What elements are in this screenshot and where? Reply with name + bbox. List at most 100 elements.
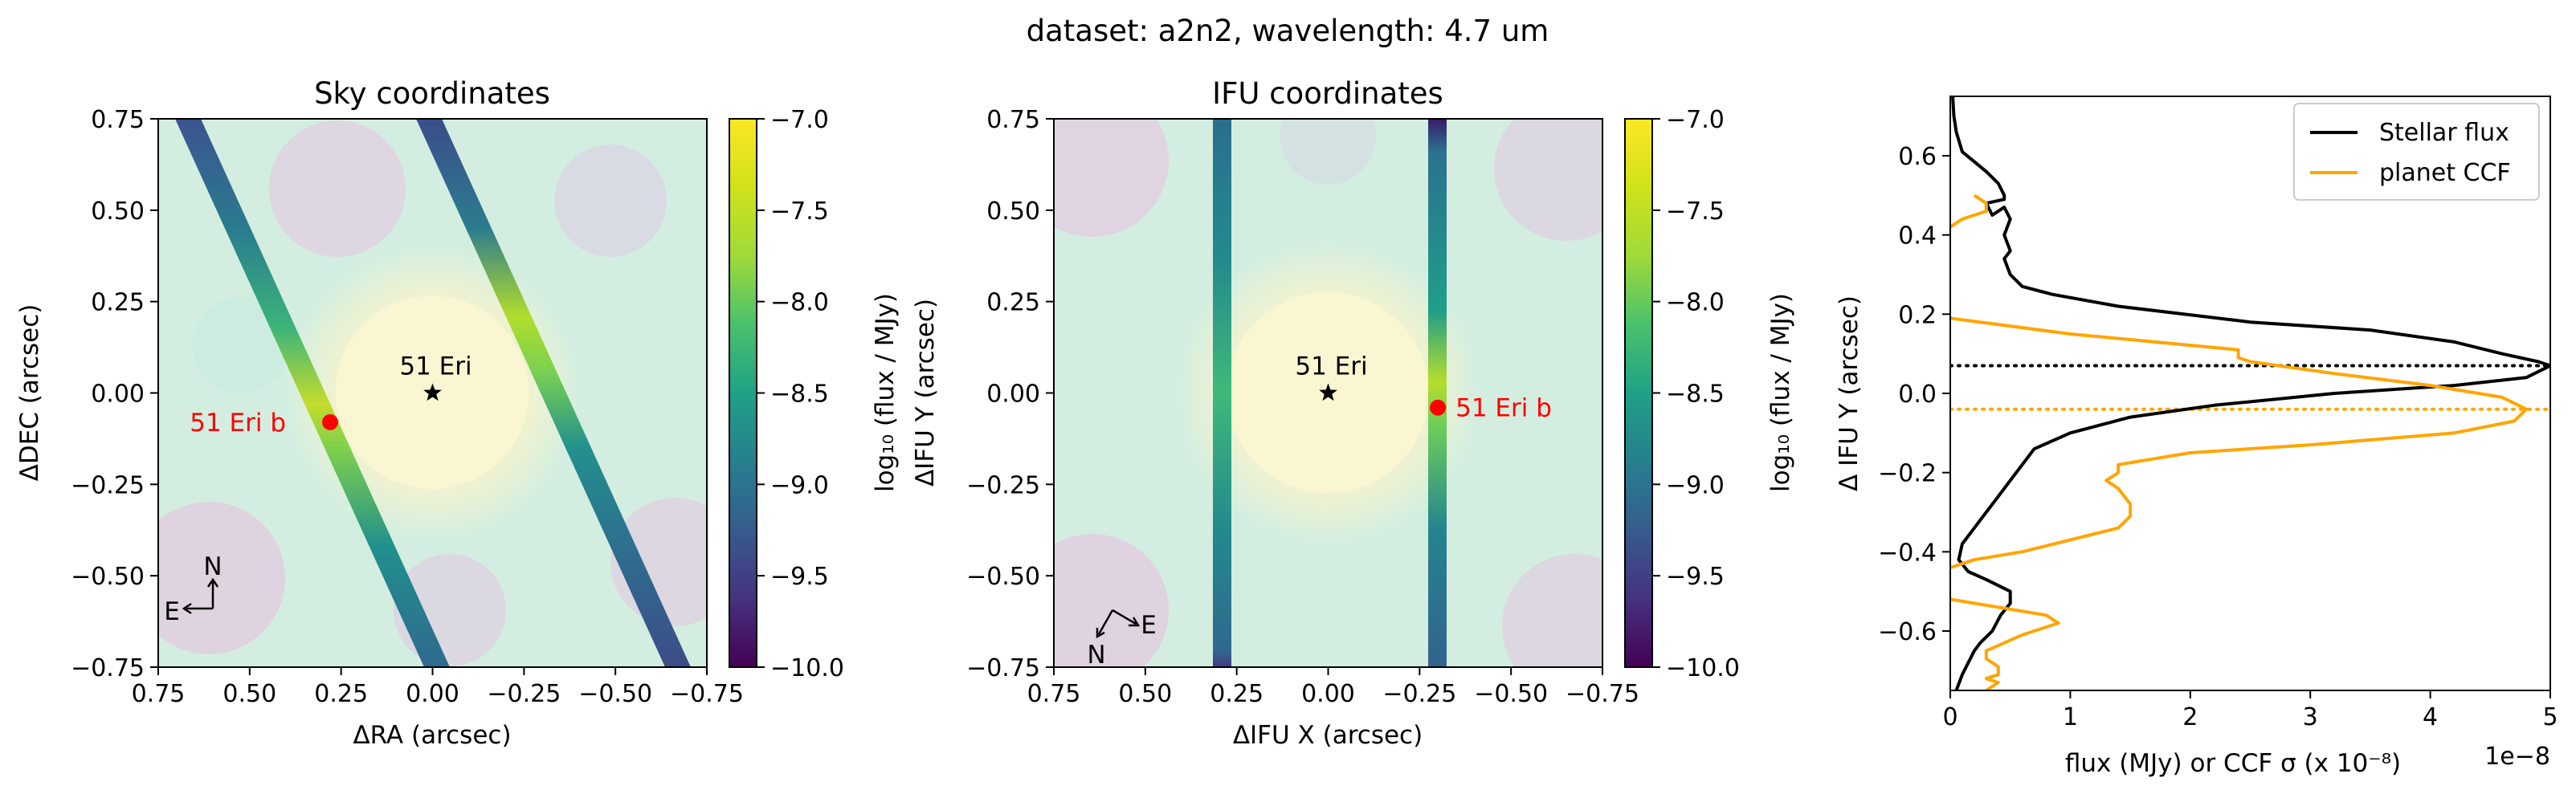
profile-series (1950, 96, 2550, 690)
legend-box (2293, 103, 2540, 201)
figure-suptitle: dataset: a2n2, wavelength: 4.7 um (1027, 14, 1549, 48)
colorbar-tick-label: −7.0 (1666, 106, 1725, 134)
sky-x-axis-label: ΔRA (arcsec) (353, 721, 511, 750)
x-tick-label: 3 (2303, 703, 2318, 731)
sky-colorbar-ticks: −7.0 −7.5 −8.0 −8.5 −9.0 −9.5 −10.0 (757, 106, 844, 682)
colorbar-tick-label: −7.0 (770, 106, 829, 134)
ifu-y-ticks: 0.75 0.50 0.25 0.00 −0.25 −0.50 −0.75 (966, 106, 1054, 682)
y-tick-label: 0.6 (1898, 143, 1937, 171)
x-tick-label: 0.50 (1118, 680, 1172, 708)
y-tick-label: −0.75 (71, 654, 145, 682)
planet-label: 51 Eri b (190, 409, 286, 438)
y-tick-label: 0.00 (986, 381, 1040, 409)
x-tick-label: 0.00 (406, 680, 459, 708)
y-tick-label: −0.50 (71, 563, 145, 591)
y-tick-label: −0.2 (1878, 460, 1937, 488)
planet-marker (322, 413, 339, 430)
ifu-compass-east-label: E (1141, 611, 1157, 640)
ifu-compass: N E (1087, 609, 1157, 670)
y-tick-label: 0.4 (1898, 222, 1937, 250)
x-tick-label: −0.75 (670, 680, 744, 708)
planet-ccf-line (1950, 193, 2529, 690)
x-tick-label: 0.50 (222, 680, 276, 708)
sky-compass: N E (164, 552, 222, 626)
y-tick-label: 0.00 (91, 381, 145, 409)
y-tick-label: −0.75 (966, 654, 1040, 682)
x-tick-label: −0.25 (487, 680, 561, 708)
planet-marker (1430, 399, 1447, 416)
star-label: 51 Eri (1295, 352, 1367, 381)
sky-y-axis-label: ΔDEC (arcsec) (15, 304, 44, 482)
y-tick-label: 0.25 (986, 289, 1040, 317)
panel-sky-coordinates: Sky coordinates 0.75 0.50 0.25 0.00 −0.25 −0.… (15, 76, 900, 750)
y-tick-label: −0.6 (1878, 618, 1937, 646)
y-tick-label: 0.75 (986, 106, 1040, 134)
planet-label: 51 Eri b (1455, 394, 1552, 423)
y-tick-label: 0.2 (1898, 301, 1937, 329)
sky-compass-east-label: E (164, 597, 180, 626)
profile-hlines (1950, 364, 2550, 411)
ifu-colorbar: −7.0 −7.5 −8.0 −8.5 −9.0 −9.5 −10.0 log₁₀ (flu… (1624, 106, 1795, 682)
ifu-colorbar-label: log₁₀ (flux / MJy) (1766, 293, 1795, 492)
x-tick-label: 2 (2182, 703, 2198, 731)
colorbar-tick-label: −7.5 (1666, 197, 1725, 226)
y-tick-label: −0.25 (71, 471, 145, 499)
x-tick-label: 1 (2063, 703, 2078, 731)
x-tick-label: 0.25 (314, 680, 368, 708)
sky-colorbar-label: log₁₀ (flux / MJy) (871, 293, 900, 492)
star-label: 51 Eri (399, 352, 472, 381)
star-marker (423, 383, 442, 401)
sky-colorbar: −7.0 −7.5 −8.0 −8.5 −9.0 −9.5 −10.0 log₁₀ (flu… (729, 106, 900, 682)
ifu-compass-north-label: N (1087, 641, 1105, 670)
x-tick-label: 0.75 (132, 680, 186, 708)
legend-label-planet-ccf: planet CCF (2379, 159, 2511, 187)
x-tick-label: 5 (2542, 703, 2558, 731)
profile-x-axis-label: flux (MJy) or CCF σ (x 10⁻⁸) (2065, 749, 2401, 778)
star-marker (1319, 383, 1337, 401)
profile-y-axis-label: Δ IFU Y (arcsec) (1835, 295, 1864, 491)
ifu-x-ticks: 0.75 0.50 0.25 0.00 −0.25 −0.50 −0.75 (1027, 667, 1639, 708)
y-tick-label: 0.75 (91, 106, 145, 134)
ifu-y-axis-label: ΔIFU Y (arcsec) (911, 299, 940, 487)
x-tick-label: −0.50 (1474, 680, 1548, 708)
colorbar-tick-label: −10.0 (770, 654, 844, 682)
y-tick-label: 0.50 (91, 197, 145, 226)
y-tick-label: −0.50 (966, 563, 1040, 591)
profile-legend: Stellar flux planet CCF (2293, 103, 2540, 201)
y-tick-label: −0.4 (1878, 539, 1937, 567)
x-tick-label: −0.75 (1566, 680, 1639, 708)
ifu-markers: 51 Eri 51 Eri b (1295, 352, 1552, 423)
panel-ifu-coordinates: IFU coordinates 0.75 0.50 0.25 0.00 −0.25 −0.… (911, 76, 1795, 750)
ifu-x-axis-label: ΔIFU X (arcsec) (1233, 721, 1423, 750)
y-tick-label: 0.25 (91, 289, 145, 317)
profile-offset-text: 1e−8 (2484, 743, 2550, 771)
profile-x-ticks: 0 1 2 3 4 5 (1942, 690, 2558, 731)
colorbar-tick-label: −9.5 (1666, 563, 1725, 591)
x-tick-label: 0 (1942, 703, 1958, 731)
colorbar-tick-label: −10.0 (1666, 654, 1740, 682)
x-tick-label: 0.75 (1027, 680, 1081, 708)
profile-y-ticks: 0.6 0.4 0.2 0.0 −0.2 −0.4 −0.6 (1878, 143, 1950, 646)
x-tick-label: 0.00 (1301, 680, 1355, 708)
panel-profile: 0 1 2 3 4 5 0.6 0.4 0.2 0.0 −0.2 −0.4 −0.6 flux (MJ… (1835, 96, 2558, 778)
legend-label-stellar-flux: Stellar flux (2379, 119, 2509, 147)
sky-compass-north-label: N (203, 552, 222, 581)
colorbar-tick-label: −8.5 (770, 381, 829, 409)
colorbar-tick-label: −9.0 (770, 471, 829, 499)
colorbar-tick-label: −9.5 (770, 563, 829, 591)
colorbar-tick-label: −7.5 (770, 197, 829, 226)
x-tick-label: −0.25 (1382, 680, 1456, 708)
x-tick-label: 0.25 (1210, 680, 1264, 708)
y-tick-label: −0.25 (966, 471, 1040, 499)
ifu-colorbar-ticks: −7.0 −7.5 −8.0 −8.5 −9.0 −9.5 −10.0 (1652, 106, 1740, 682)
colorbar-tick-label: −8.5 (1666, 381, 1725, 409)
y-tick-label: 0.50 (986, 197, 1040, 226)
sky-x-ticks: 0.75 0.50 0.25 0.00 −0.25 −0.50 −0.75 (132, 667, 744, 708)
x-tick-label: 4 (2423, 703, 2438, 731)
sky-y-ticks: 0.75 0.50 0.25 0.00 −0.25 −0.50 −0.75 (71, 106, 158, 682)
x-tick-label: −0.50 (578, 680, 652, 708)
sky-panel-title: Sky coordinates (314, 76, 550, 111)
sky-markers: 51 Eri 51 Eri b (190, 352, 472, 438)
colorbar-tick-label: −8.0 (1666, 289, 1725, 317)
